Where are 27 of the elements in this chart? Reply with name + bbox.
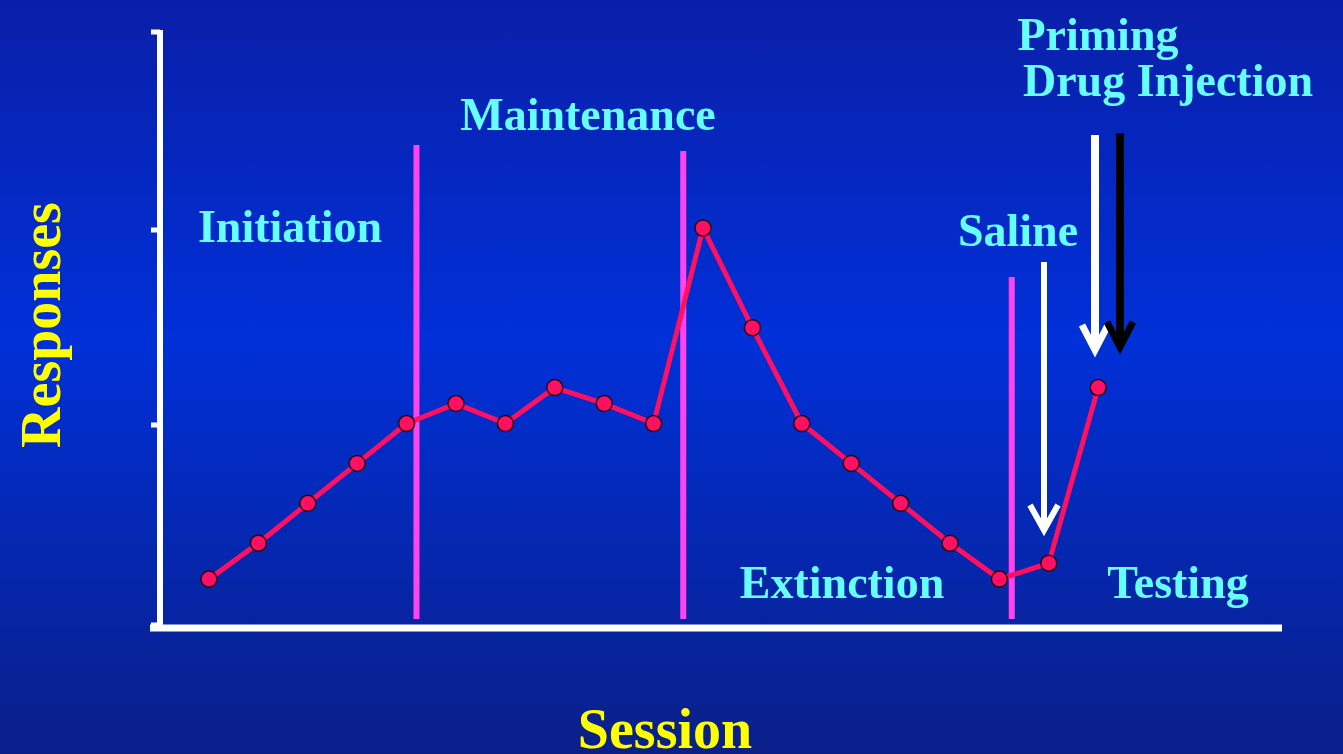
point	[891, 494, 910, 513]
point	[200, 570, 218, 588]
point	[743, 319, 762, 337]
point	[546, 378, 564, 397]
text: Maintenance	[460, 89, 716, 140]
point	[1089, 378, 1107, 397]
point	[348, 454, 366, 473]
point	[842, 454, 860, 473]
point	[595, 394, 613, 413]
point	[694, 219, 712, 237]
point	[447, 394, 465, 413]
annotation: Saline	[957, 205, 1079, 256]
point	[299, 494, 317, 513]
x-axis-title: Session	[577, 698, 753, 754]
annotation: Extinction	[739, 557, 945, 608]
y-axis-title: Responses	[10, 202, 72, 448]
text: Priming Drug Injection	[1017, 9, 1314, 106]
annotation: Testing	[1107, 557, 1249, 608]
point	[1040, 554, 1058, 572]
point	[941, 534, 959, 552]
point	[793, 414, 811, 433]
annotation: Initiation	[197, 201, 383, 252]
point	[249, 534, 268, 552]
point	[397, 414, 416, 433]
point	[496, 414, 515, 433]
point	[990, 570, 1009, 588]
point	[644, 414, 663, 433]
